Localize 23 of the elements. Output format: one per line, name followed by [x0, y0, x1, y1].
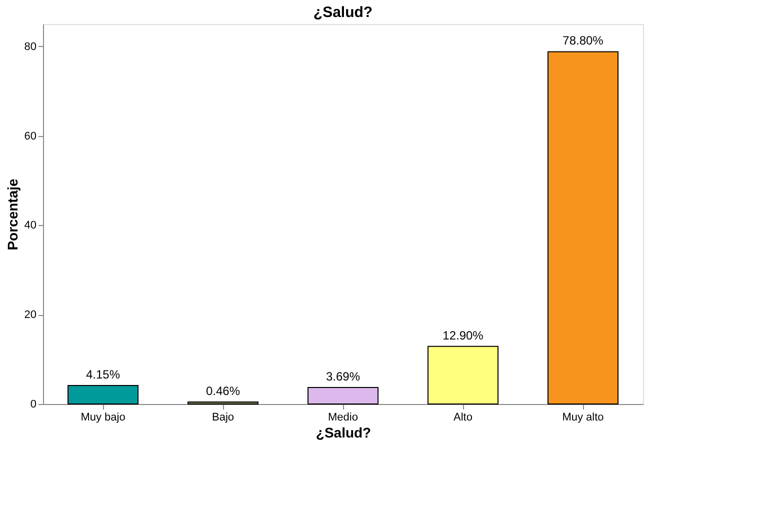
y-axis-title: Porcentaje — [4, 178, 20, 250]
data-label: 0.46% — [206, 384, 240, 398]
y-tick-label: 40 — [24, 220, 36, 232]
x-tick-label: Medio — [328, 412, 358, 424]
bar — [548, 51, 618, 404]
x-axis-title: ¿Salud? — [316, 424, 372, 440]
bar — [308, 387, 378, 404]
x-tick-label: Bajo — [212, 412, 234, 424]
x-tick-label: Muy bajo — [80, 412, 126, 424]
y-tick-label: 60 — [24, 130, 36, 142]
chart-title: ¿Salud? — [313, 4, 373, 21]
data-label: 78.80% — [562, 34, 604, 48]
data-label: 4.15% — [86, 367, 120, 382]
y-tick-label: 20 — [24, 309, 36, 322]
y-tick-label: 0 — [30, 398, 36, 410]
x-tick-label: Alto — [454, 412, 472, 424]
data-label: 3.69% — [326, 370, 360, 384]
y-tick-label: 80 — [24, 40, 36, 53]
bar — [188, 401, 258, 404]
bar — [68, 384, 138, 404]
data-label: 12.90% — [442, 328, 484, 342]
x-tick-label: Muy alto — [562, 412, 604, 424]
bar — [428, 346, 498, 404]
